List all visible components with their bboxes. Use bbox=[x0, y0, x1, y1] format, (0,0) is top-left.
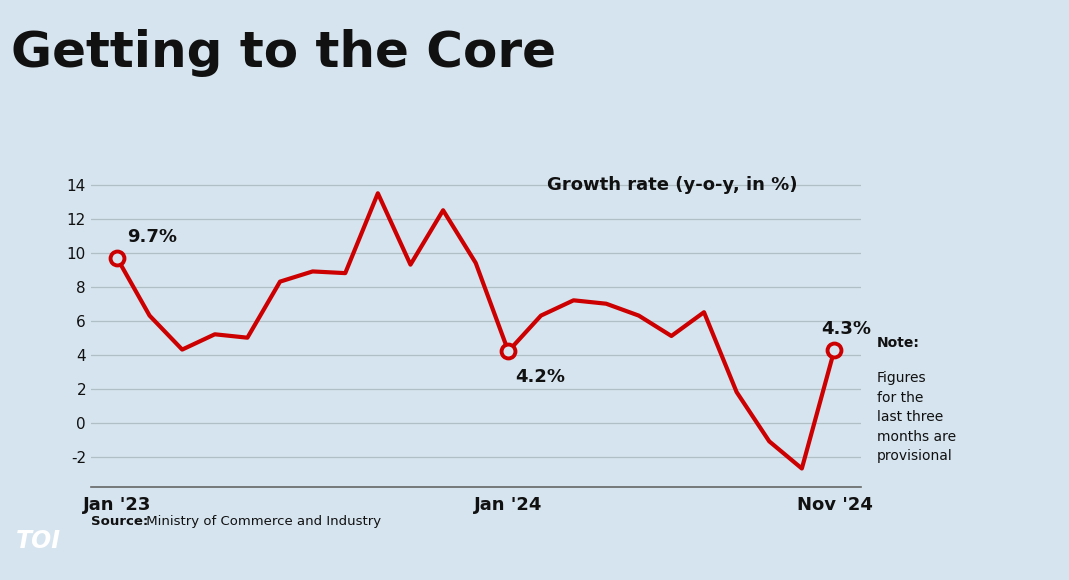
Text: 4.2%: 4.2% bbox=[515, 368, 564, 386]
Text: Note:: Note: bbox=[877, 336, 919, 350]
Text: Source:: Source: bbox=[91, 515, 149, 528]
Text: 4.3%: 4.3% bbox=[821, 320, 871, 338]
Text: Getting to the Core: Getting to the Core bbox=[11, 29, 556, 77]
Text: 9.7%: 9.7% bbox=[127, 229, 176, 246]
Text: Ministry of Commerce and Industry: Ministry of Commerce and Industry bbox=[142, 515, 382, 528]
Text: Growth rate (y-o-y, in %): Growth rate (y-o-y, in %) bbox=[547, 176, 797, 194]
Text: Figures
for the
last three
months are
provisional: Figures for the last three months are pr… bbox=[877, 371, 956, 463]
Text: TOI: TOI bbox=[16, 529, 61, 553]
